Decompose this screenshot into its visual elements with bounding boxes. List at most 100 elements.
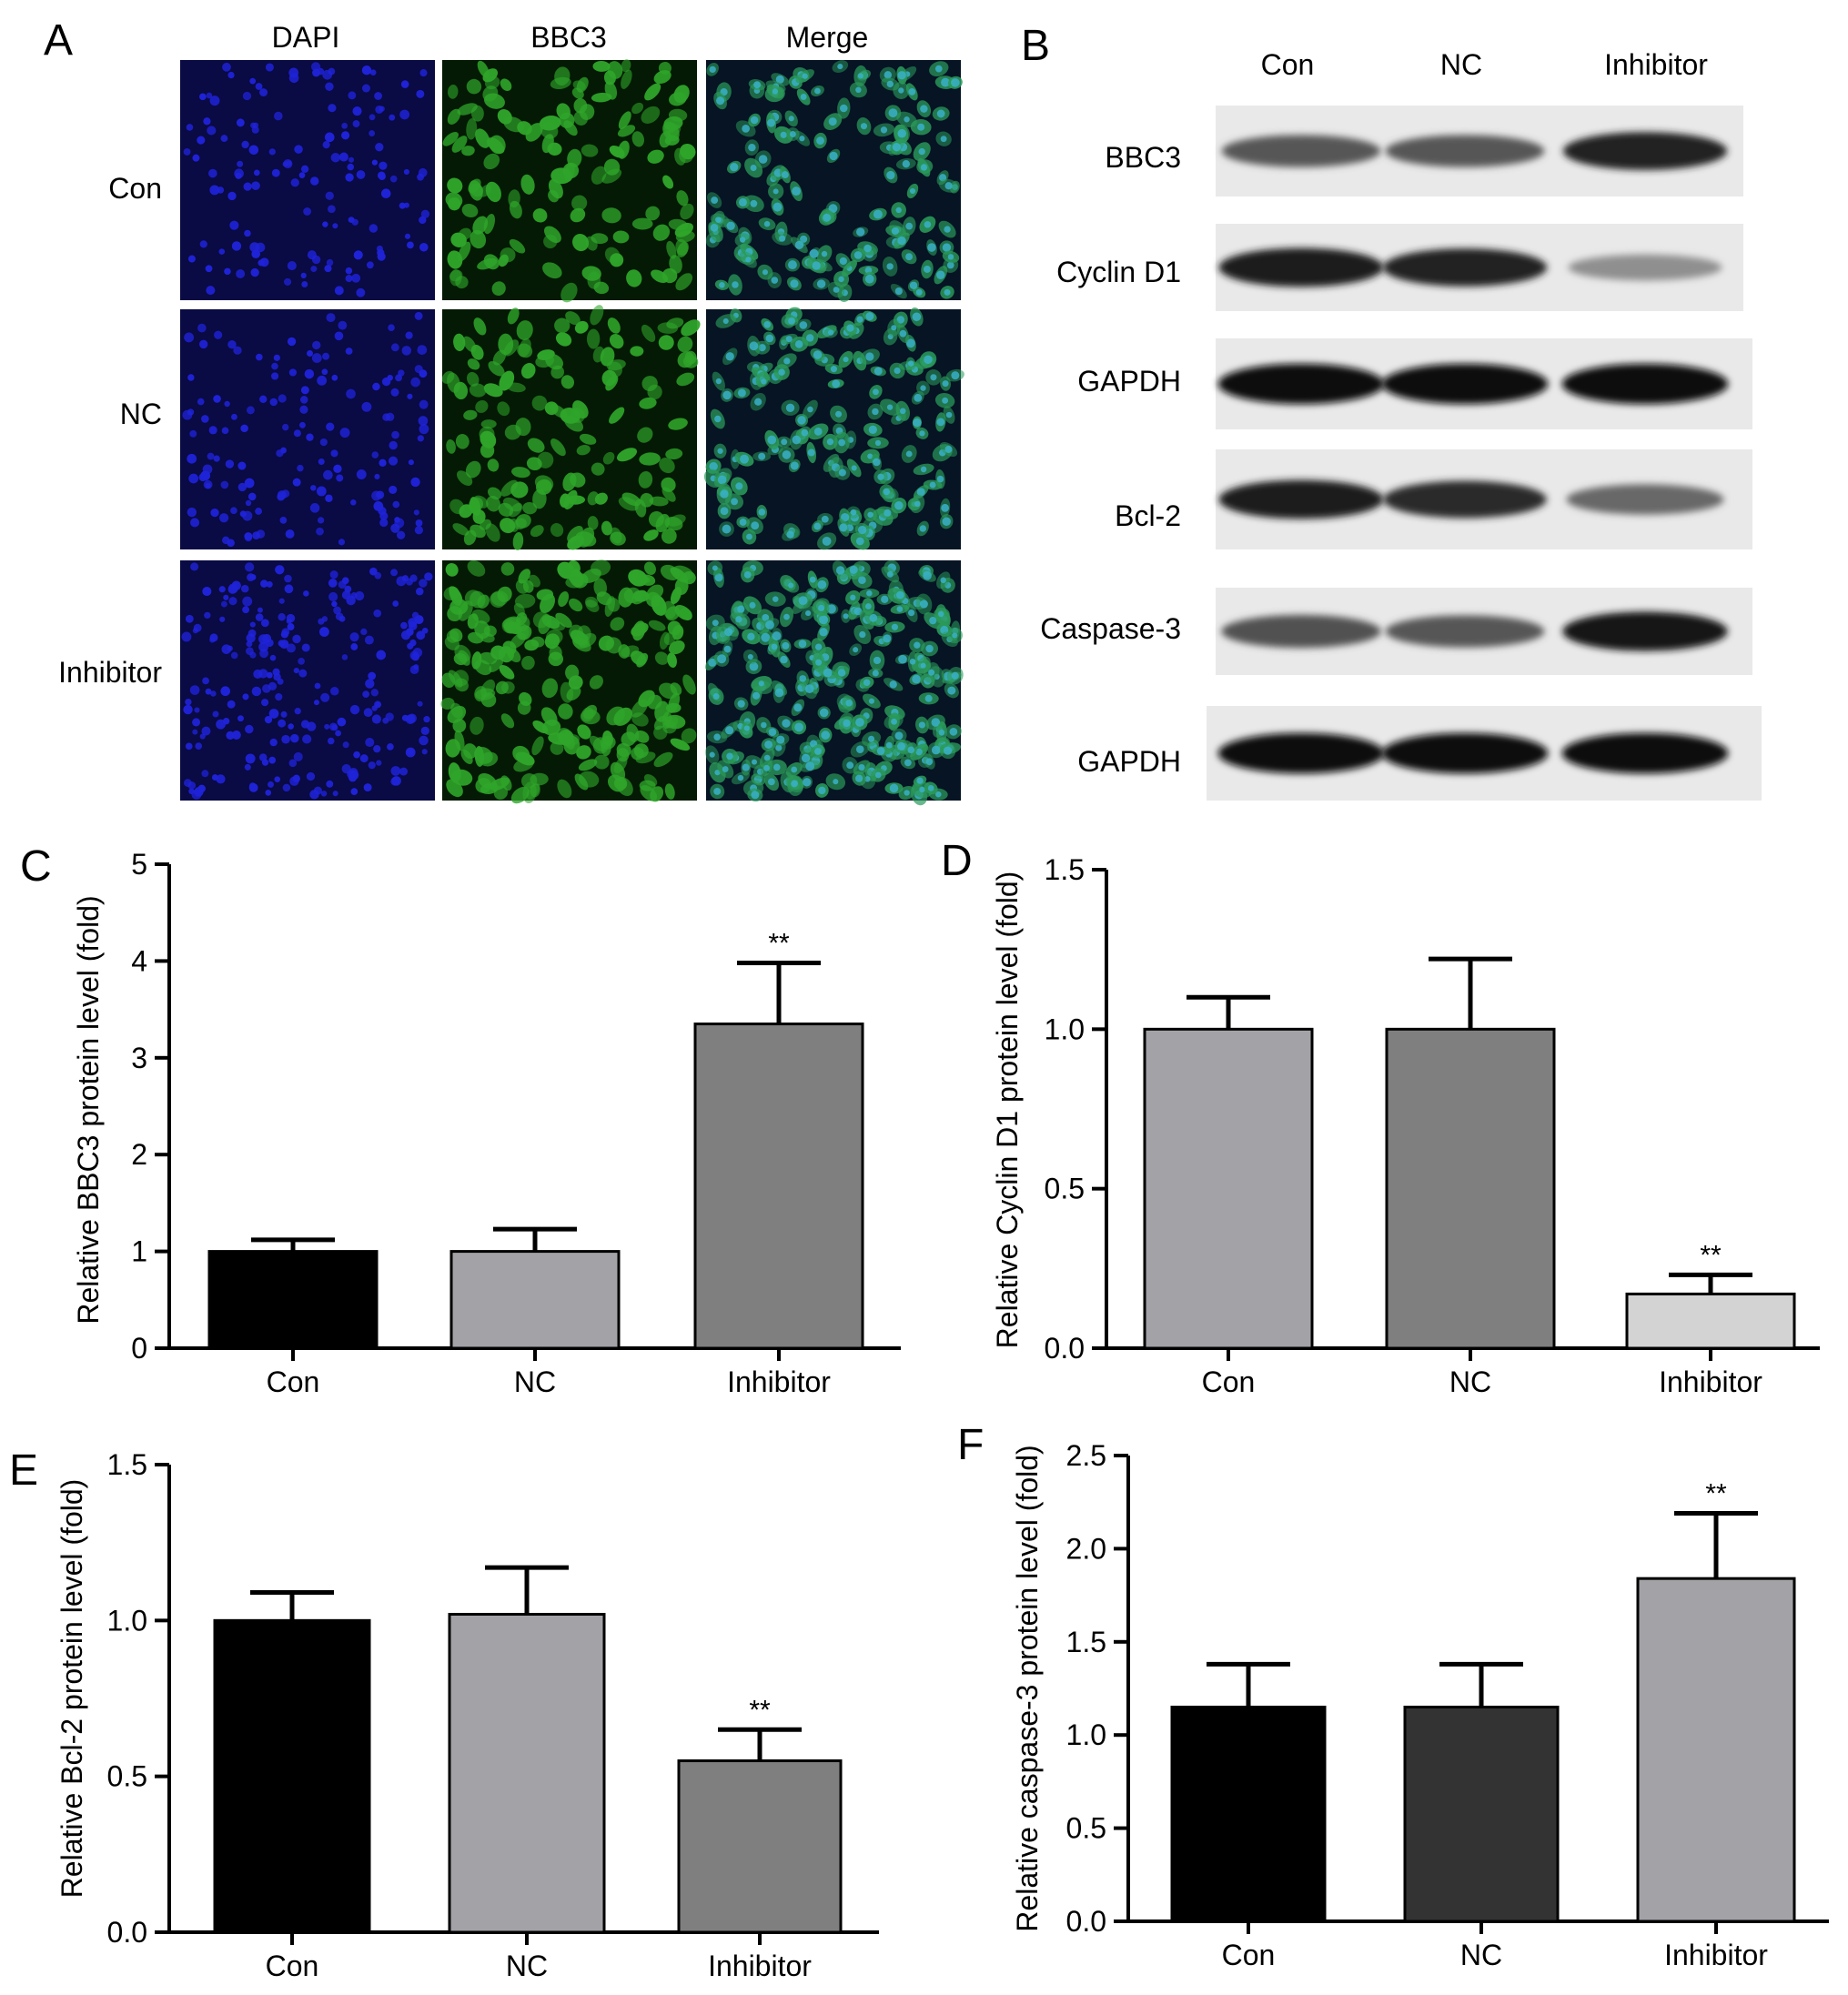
blot-strip-4-bcl-2	[1216, 449, 1752, 549]
panel-letter-c: C	[20, 842, 52, 891]
y-tick-label-f: 0.5	[1066, 1812, 1106, 1845]
band-bbc3-inhibitor	[1562, 132, 1728, 170]
bar-e-nc	[448, 1612, 606, 1934]
blot-label-bcl-2: Bcl-2	[1115, 499, 1181, 532]
x-tick-label-c-nc: NC	[514, 1365, 556, 1398]
panel-f-caspase-3-chart: F Relative caspase-3 protein level (fold…	[957, 1421, 1829, 1971]
band-cyclin-d1-inhibitor	[1568, 254, 1722, 281]
bar-d-nc	[1385, 1027, 1556, 1350]
bar-c-con	[207, 1250, 379, 1350]
row-label-inhibitor: Inhibitor	[58, 656, 162, 689]
blot-label-gapdh-2: GAPDH	[1077, 745, 1181, 778]
blot-label-cyclin-d1: Cyclin D1	[1056, 256, 1181, 288]
column-label-merge: Merge	[786, 21, 869, 54]
micrograph-nc-merge	[703, 307, 964, 550]
panel-c-bbc3-chart: C Relative BBC3 protein level (fold) 0 1 2…	[20, 842, 901, 1398]
band-bcl-2-nc	[1383, 480, 1547, 519]
significance-e-inhibitor: **	[749, 1695, 771, 1725]
band-bcl-2-inhibitor	[1566, 484, 1724, 515]
bar-f-nc	[1403, 1705, 1560, 1923]
y-tick-label-d: 0.5	[1045, 1173, 1085, 1205]
blot-strip-5-caspase-3	[1216, 588, 1752, 675]
x-tick-label-f-nc: NC	[1460, 1939, 1502, 1971]
panel-letter-b: B	[1021, 22, 1050, 70]
micrograph-con-merge	[705, 60, 963, 302]
x-tick-label-c-inhibitor: Inhibitor	[727, 1365, 831, 1398]
blot-label-caspase-3: Caspase-3	[1040, 612, 1181, 645]
band-gapdh-nc	[1381, 363, 1549, 405]
band-gapdh-nc	[1381, 732, 1549, 774]
row-label-con: Con	[108, 172, 162, 205]
x-tick-label-e-inhibitor: Inhibitor	[708, 1950, 812, 1982]
panel-letter-d: D	[941, 837, 973, 885]
x-tick-label-e-nc: NC	[506, 1950, 548, 1982]
y-tick-label-c: 0	[131, 1332, 147, 1365]
chart-d-plot: 0.0 0.5 1.0 1.5 Con NC Inhibitor **	[1045, 853, 1820, 1398]
blot-strips	[1207, 106, 1762, 801]
bar-f-inhibitor	[1636, 1577, 1796, 1923]
chart-e-plot: 0.0 0.5 1.0 1.5 Con NC Inhibitor **	[107, 1448, 879, 1982]
x-tick-label-d-inhibitor: Inhibitor	[1659, 1365, 1762, 1398]
band-bbc3-nc	[1385, 135, 1545, 167]
y-axis-label-c: Relative BBC3 protein level (fold)	[72, 895, 105, 1324]
column-label-dapi: DAPI	[272, 21, 340, 54]
x-tick-label-f-con: Con	[1222, 1939, 1276, 1971]
micrograph-con-bbc3	[442, 59, 697, 303]
bar-f-con	[1170, 1705, 1327, 1923]
x-tick-label-d-nc: NC	[1449, 1365, 1491, 1398]
bar-e-con	[213, 1618, 371, 1934]
column-label-bbc3: BBC3	[530, 21, 607, 54]
band-gapdh-con	[1217, 363, 1385, 405]
y-tick-label-f: 2.5	[1066, 1439, 1106, 1472]
y-tick-label-e: 1.0	[107, 1604, 147, 1637]
y-tick-label-f: 0.0	[1066, 1905, 1106, 1938]
blot-strip-6-gapdh	[1207, 706, 1762, 801]
band-cyclin-d1-con	[1218, 247, 1384, 287]
x-tick-label-c-con: Con	[267, 1365, 320, 1398]
panel-letter-a: A	[44, 16, 73, 65]
panel-d-cyclin-d1-chart: D Relative Cyclin D1 protein level (fold…	[941, 837, 1820, 1398]
micrograph-con-dapi	[180, 60, 435, 300]
y-tick-label-f: 1.5	[1066, 1626, 1106, 1658]
panel-b-western-blot: B Con NC Inhibitor BBC3 Cyclin D1 GAPDH …	[1021, 22, 1762, 801]
blot-strip-3-gapdh	[1216, 338, 1752, 429]
bar-d-con	[1143, 1027, 1314, 1350]
y-tick-label-d: 1.5	[1045, 853, 1085, 886]
significance-c-inhibitor: **	[768, 929, 790, 959]
y-tick-label-e: 0.0	[107, 1916, 147, 1949]
micrograph-nc-bbc3	[441, 305, 701, 550]
lane-label-con: Con	[1261, 48, 1315, 81]
y-tick-label-c: 2	[131, 1138, 147, 1171]
micrograph-grid	[180, 59, 964, 806]
band-gapdh-inhibitor	[1561, 732, 1729, 774]
blot-strip-2-cyclin-d1	[1216, 224, 1743, 311]
lane-label-inhibitor: Inhibitor	[1604, 48, 1708, 81]
micrograph-inhibitor-bbc3	[440, 559, 697, 804]
band-cyclin-d1-nc	[1382, 248, 1548, 287]
panel-letter-e: E	[9, 1446, 38, 1495]
lane-label-nc: NC	[1440, 48, 1482, 81]
chart-f-plot: 0.0 0.5 1.0 1.5 2.0 2.5 Con NC Inhibitor **	[1066, 1439, 1829, 1971]
panel-letter-f: F	[957, 1421, 984, 1469]
bar-c-nc	[449, 1250, 621, 1350]
significance-d-inhibitor: **	[1700, 1240, 1722, 1270]
micrograph-nc-dapi	[180, 309, 435, 549]
chart-c-plot: 0 1 2 3 4 5 Con NC Inhibitor **	[131, 848, 901, 1398]
micrograph-inhibitor-merge	[705, 559, 964, 806]
blot-label-bbc3: BBC3	[1105, 141, 1181, 174]
y-tick-label-d: 0.0	[1045, 1332, 1085, 1365]
y-tick-label-e: 0.5	[107, 1760, 147, 1793]
x-tick-label-f-inhibitor: Inhibitor	[1664, 1939, 1768, 1971]
y-tick-label-c: 5	[131, 848, 147, 881]
y-axis-label-f: Relative caspase-3 protein level (fold)	[1011, 1445, 1044, 1931]
bar-e-inhibitor	[677, 1759, 843, 1934]
band-bcl-2-con	[1218, 479, 1384, 519]
y-tick-label-d: 1.0	[1045, 1013, 1085, 1045]
micrograph-inhibitor-dapi	[180, 560, 435, 801]
bar-d-inhibitor	[1625, 1292, 1796, 1350]
panel-e-bcl-2-chart: E Relative Bcl-2 protein level (fold) 0.…	[9, 1446, 879, 1982]
band-caspase-3-inhibitor	[1562, 611, 1728, 651]
blot-label-gapdh-1: GAPDH	[1077, 365, 1181, 398]
bar-c-inhibitor	[693, 1023, 864, 1350]
